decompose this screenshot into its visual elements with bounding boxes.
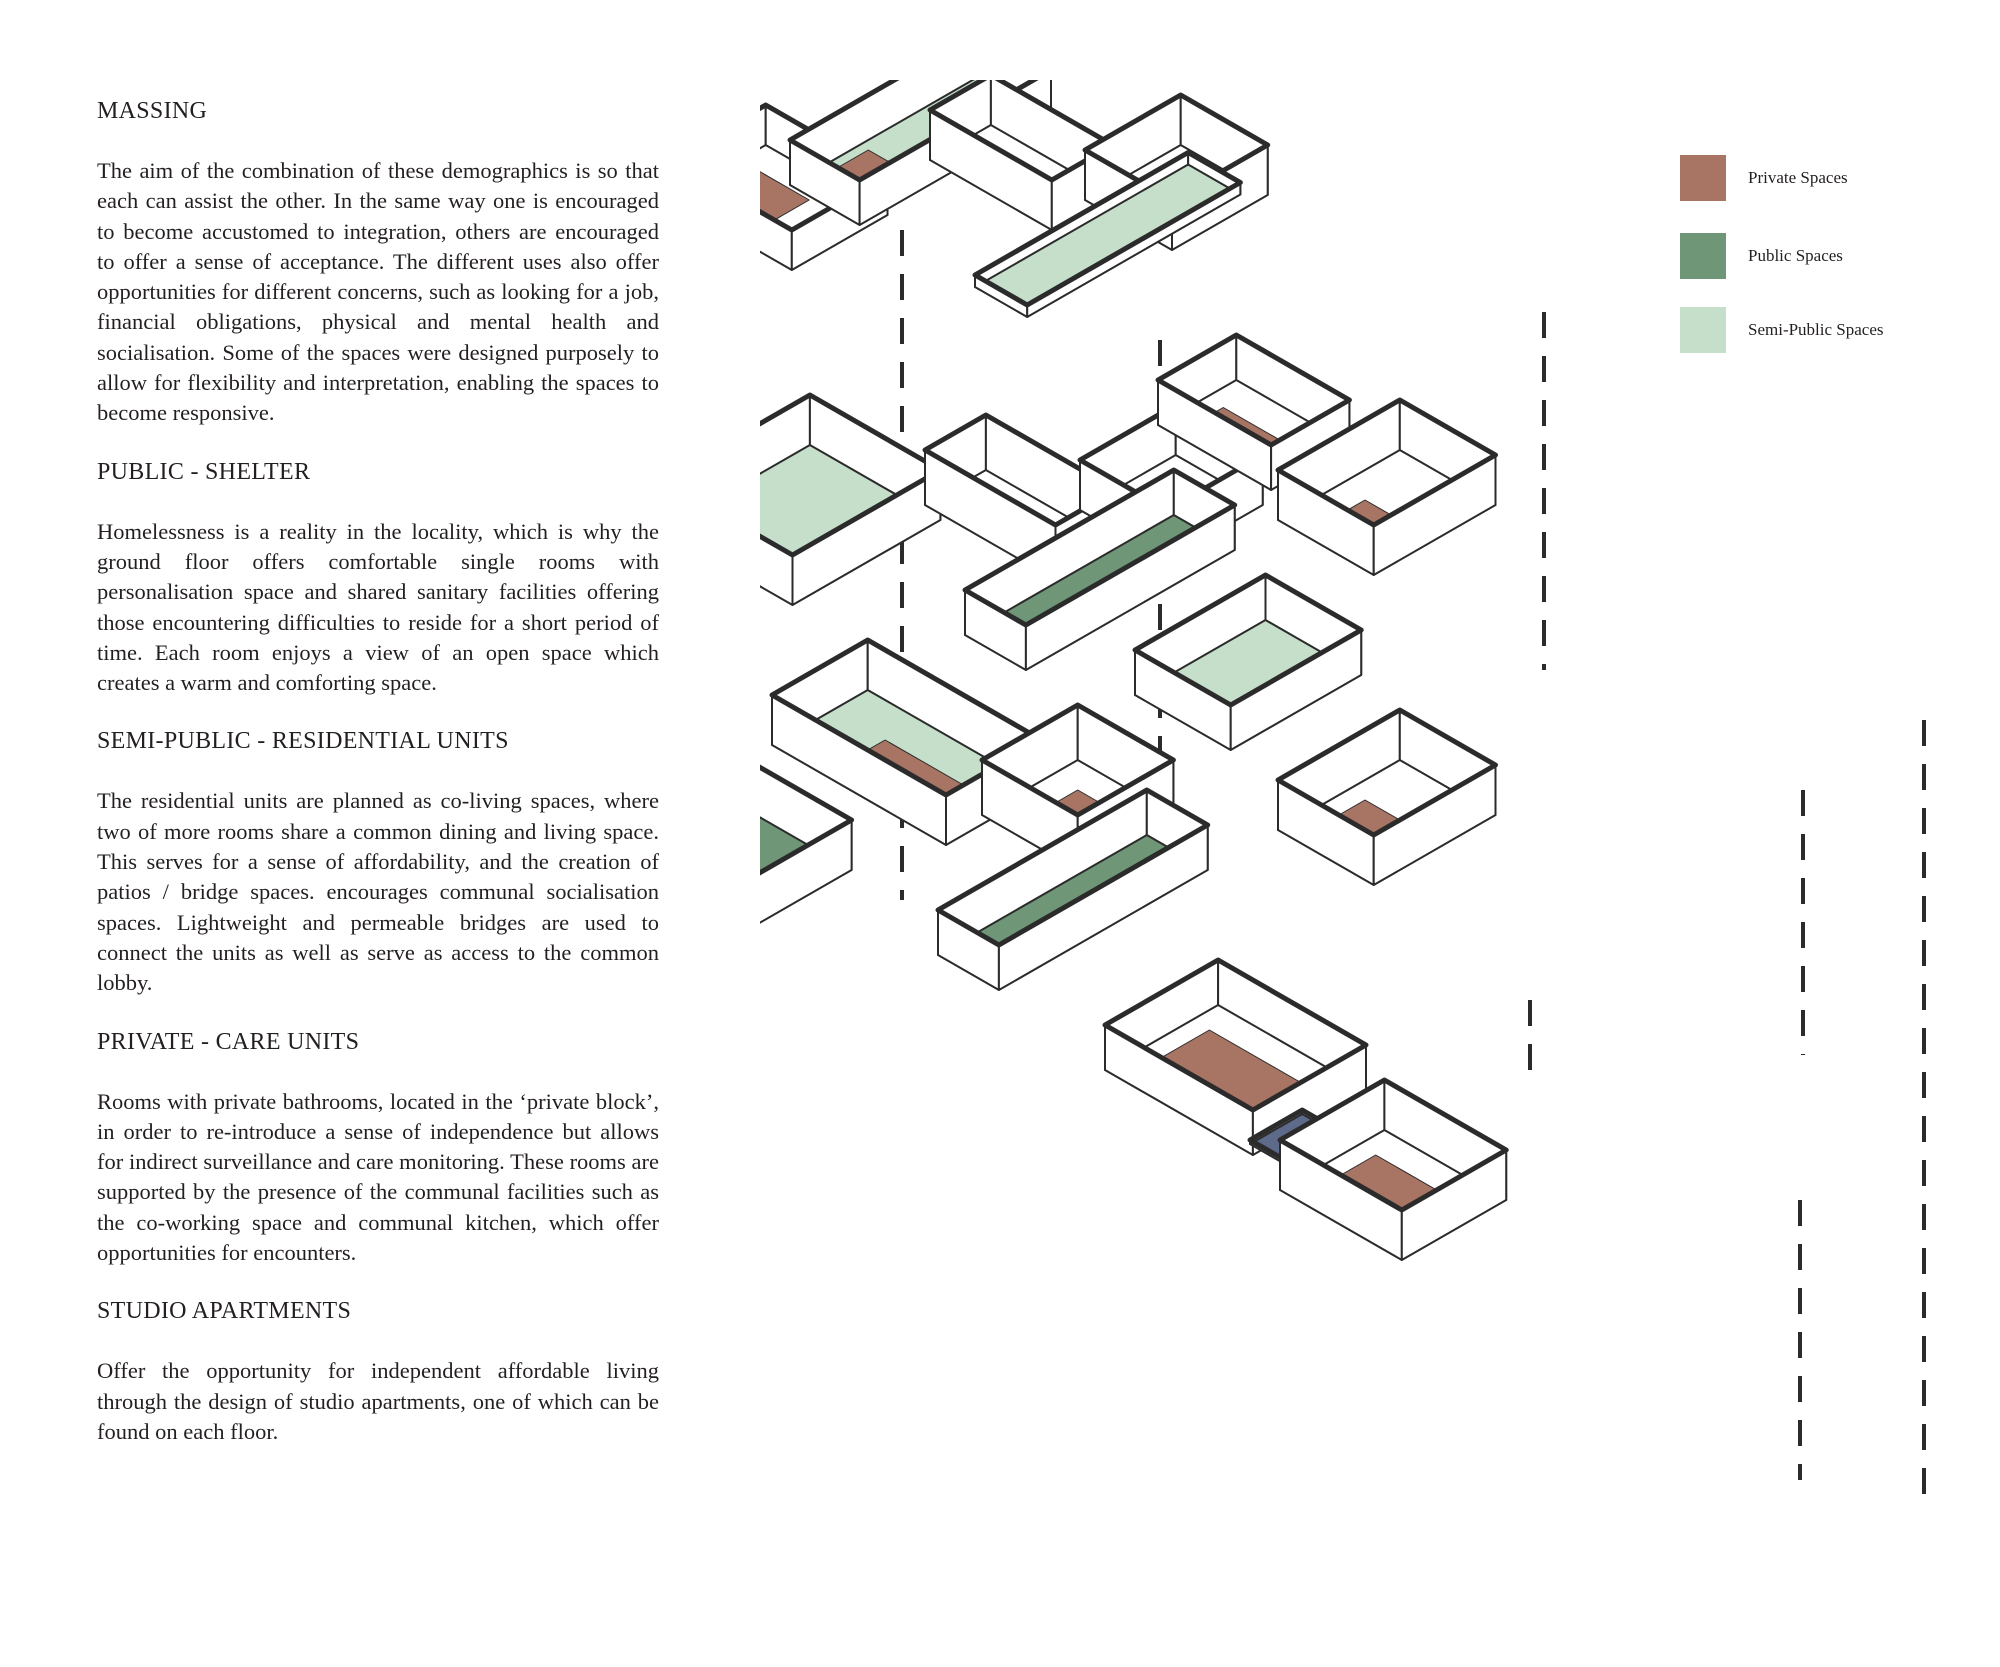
- semi-public-court: [1132, 572, 1364, 751]
- top-floor-south-wing: [927, 80, 1116, 231]
- studio-apartments-heading: STUDIO APARTMENTS: [97, 1298, 352, 1325]
- wall-top-outline: [1275, 707, 1498, 838]
- wall-top-outline: [972, 150, 1243, 308]
- legend-label-public: Public Spaces: [1748, 246, 1843, 265]
- bottom-care-block-east: [1277, 1077, 1509, 1261]
- semi-public-swatch: [1680, 307, 1726, 353]
- residential-east-block: [979, 702, 1176, 871]
- wall-top-outline: [979, 702, 1176, 818]
- public-lounge-slab: [962, 467, 1238, 671]
- exploded-axonometric-diagram: [760, 80, 1926, 1510]
- wall-top-outline: [787, 80, 1039, 183]
- legend-label-private: Private Spaces: [1748, 168, 1848, 187]
- private-care-body: Rooms with private bathrooms, located in…: [97, 1088, 659, 1266]
- legend-label-semi-public: Semi-Public Spaces: [1748, 320, 1884, 339]
- public-shelter-body: Homelessness is a reality in the localit…: [97, 518, 659, 696]
- public-shelter-heading: PUBLIC - SHELTER: [97, 458, 311, 485]
- legend-item-semi-public: Semi-Public Spaces: [1680, 307, 1884, 353]
- public-swatch: [1680, 233, 1726, 279]
- studio-apartments-body: Offer the opportunity for independent af…: [97, 1358, 659, 1444]
- wall-top-outline: [1277, 1077, 1509, 1213]
- east-tier-3: [1275, 707, 1498, 886]
- room-floor: [760, 171, 810, 229]
- lower-public-slab: [935, 787, 1211, 991]
- ground-floor-west-block: [760, 392, 943, 606]
- massing-body: The aim of the combination of these demo…: [97, 158, 659, 426]
- wall-top-outline: [1155, 332, 1352, 448]
- wall-top-outline: [1275, 397, 1498, 528]
- wall-top-outline: [760, 764, 855, 876]
- wall-top-outline: [1102, 957, 1369, 1113]
- wall-top-outline: [935, 787, 1211, 948]
- private-swatch: [1680, 155, 1726, 201]
- private-care-heading: PRIVATE - CARE UNITS: [97, 1028, 360, 1055]
- legend-item-public: Public Spaces: [1680, 233, 1843, 279]
- legend-item-private: Private Spaces: [1680, 155, 1848, 201]
- text-column: MASSING The aim of the combination of th…: [97, 96, 659, 1475]
- semi-public-body: The residential units are planned as co-…: [97, 788, 659, 996]
- semi-public-heading: SEMI-PUBLIC - RESIDENTIAL UNITS: [97, 728, 509, 755]
- residential-triangle-block: [760, 764, 855, 924]
- east-tier-2: [1275, 397, 1498, 576]
- floor-blocks: [760, 80, 1509, 1261]
- wall-top-outline: [1132, 572, 1364, 708]
- wall-top-outline: [962, 467, 1238, 628]
- terrace-slab: [972, 150, 1243, 318]
- massing-heading: MASSING: [97, 98, 208, 124]
